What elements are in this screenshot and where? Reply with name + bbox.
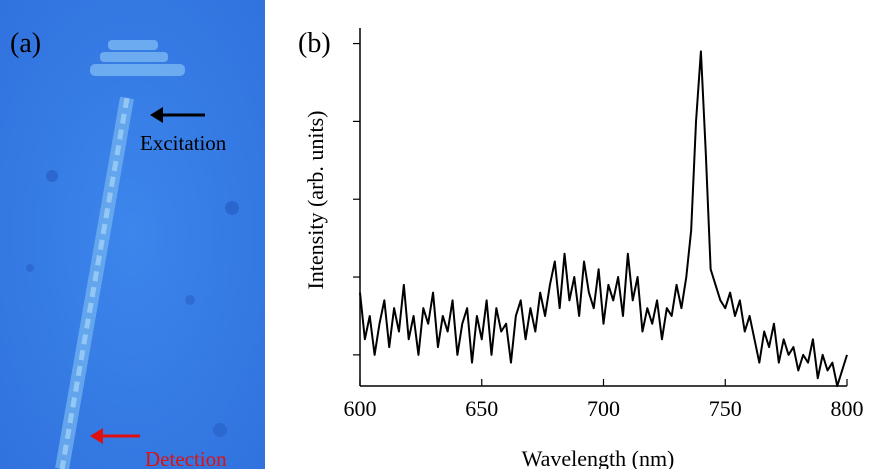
speck: [46, 170, 58, 182]
x-tick-label: 650: [465, 396, 498, 421]
x-tick-label: 750: [709, 396, 742, 421]
x-axis-label: Wavelength (nm): [522, 446, 675, 469]
x-tick-label: 600: [344, 396, 377, 421]
structure: [90, 64, 185, 76]
micrograph-background: [0, 0, 265, 469]
panel-label: (b): [298, 28, 331, 59]
panel-label: (a): [10, 28, 41, 59]
excitation-arrowhead: [150, 107, 163, 123]
speck: [225, 201, 239, 215]
y-axis-label: Intensity (arb. units): [303, 110, 328, 289]
x-tick-label: 700: [587, 396, 620, 421]
speck: [26, 264, 34, 272]
detection-label: Detection: [145, 447, 227, 469]
detection-arrowhead: [90, 428, 103, 444]
nanowire-core: [59, 97, 130, 470]
x-tick-label: 800: [831, 396, 864, 421]
excitation-label: Excitation: [140, 131, 227, 155]
spectrum-line: [359, 50, 848, 387]
speck: [213, 423, 227, 437]
micrograph: (a) Excitation Detection: [0, 0, 265, 471]
speck: [185, 295, 195, 305]
structure: [100, 52, 168, 62]
structure: [108, 40, 158, 50]
